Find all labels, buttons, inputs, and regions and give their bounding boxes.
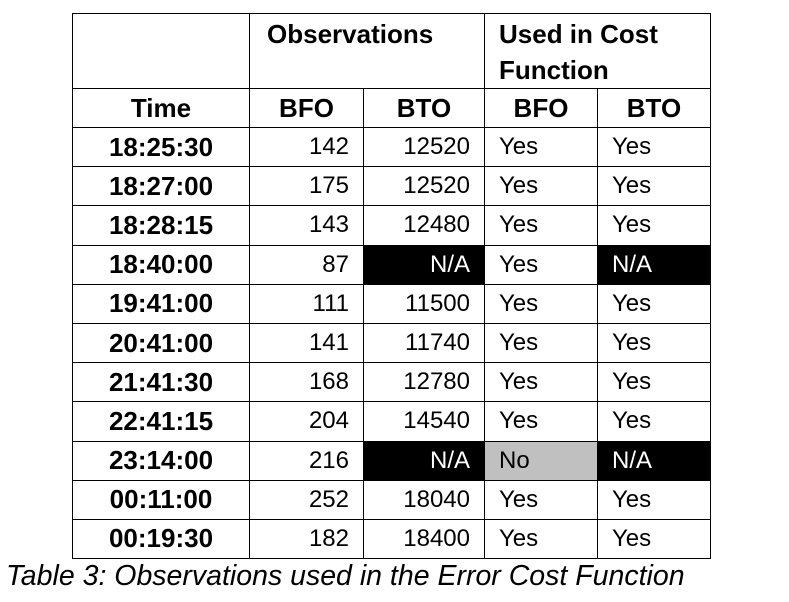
column-header: BFO — [249, 88, 364, 128]
table-cell: N/A — [363, 244, 485, 285]
table-cell: Yes — [597, 479, 711, 520]
group-header: Used in Cost Function — [484, 13, 711, 89]
data-table: Observations Used in Cost Function Time … — [72, 13, 711, 560]
table-row: 00:11:00 252 18040 Yes Yes — [72, 479, 711, 520]
column-header: Time — [72, 88, 250, 128]
table-cell: 182 — [249, 518, 364, 560]
table-cell: 11740 — [363, 322, 485, 364]
table-cell: 11500 — [363, 283, 485, 324]
table-cell: 252 — [249, 479, 364, 520]
table-cell: 141 — [249, 322, 364, 364]
table-row: 18:28:15 143 12480 Yes Yes — [72, 205, 711, 246]
table-cell: Yes — [597, 126, 711, 168]
table-cell: Yes — [597, 166, 711, 207]
table-cell: Yes — [597, 362, 711, 403]
column-header-row: Time BFO BTO BFO BTO — [72, 88, 711, 128]
table-row: 21:41:30 168 12780 Yes Yes — [72, 362, 711, 403]
table-cell: Yes — [484, 205, 598, 246]
table-body: 18:25:30 142 12520 Yes Yes 18:27:00 175 12520 Ye… — [72, 126, 711, 560]
table-row: 18:40:00 87 N/A Yes N/A — [72, 244, 711, 285]
table-cell: 216 — [249, 440, 364, 481]
table-cell: No — [484, 440, 598, 481]
caption: Table 3: Observations used in the Error … — [6, 560, 685, 592]
table-row: 20:41:00 141 11740 Yes Yes — [72, 322, 711, 364]
table-cell: 21:41:30 — [72, 362, 250, 403]
table-cell: 175 — [249, 166, 364, 207]
table-cell: 23:14:00 — [72, 440, 250, 481]
table-cell: 18:25:30 — [72, 126, 250, 168]
table-cell: N/A — [597, 244, 711, 285]
table-cell: 111 — [249, 283, 364, 324]
table-cell: 14540 — [363, 401, 485, 442]
table-cell: 143 — [249, 205, 364, 246]
table-cell: N/A — [597, 440, 711, 481]
table-cell: 18040 — [363, 479, 485, 520]
group-header: Observations — [249, 13, 485, 89]
table-cell: N/A — [363, 440, 485, 481]
table-cell: 142 — [249, 126, 364, 168]
table-cell: Yes — [484, 126, 598, 168]
table-cell: 168 — [249, 362, 364, 403]
table-cell: 18:28:15 — [72, 205, 250, 246]
table-row: 18:27:00 175 12520 Yes Yes — [72, 166, 711, 207]
table-cell: Yes — [597, 518, 711, 560]
blank-cell — [72, 13, 250, 89]
table-cell: 12780 — [363, 362, 485, 403]
table-row: 18:25:30 142 12520 Yes Yes — [72, 126, 711, 168]
column-header: BFO — [484, 88, 598, 128]
table-cell: 18:40:00 — [72, 244, 250, 285]
table-cell: Yes — [484, 362, 598, 403]
table-cell: Yes — [484, 518, 598, 560]
table-cell: 20:41:00 — [72, 322, 250, 364]
table-cell: 18:27:00 — [72, 166, 250, 207]
table-cell: 12520 — [363, 126, 485, 168]
table-cell: 87 — [249, 244, 364, 285]
table-row: 19:41:00 111 11500 Yes Yes — [72, 283, 711, 324]
header-row: Observations Used in Cost Function — [72, 13, 711, 89]
table-cell: Yes — [597, 322, 711, 364]
column-header: BTO — [363, 88, 485, 128]
table-cell: 19:41:00 — [72, 283, 250, 324]
table-cell: 12520 — [363, 166, 485, 207]
table-cell: 18400 — [363, 518, 485, 560]
table-cell: Yes — [597, 401, 711, 442]
table-cell: Yes — [484, 244, 598, 285]
table-cell: Yes — [597, 283, 711, 324]
table-cell: Yes — [484, 479, 598, 520]
table-cell: Yes — [484, 283, 598, 324]
table-cell: 22:41:15 — [72, 401, 250, 442]
table-cell: Yes — [484, 166, 598, 207]
table-cell: 00:19:30 — [72, 518, 250, 560]
table-cell: Yes — [597, 205, 711, 246]
table-cell: Yes — [484, 401, 598, 442]
table-cell: 204 — [249, 401, 364, 442]
table-cell: 00:11:00 — [72, 479, 250, 520]
table-cell: 12480 — [363, 205, 485, 246]
table-row: 22:41:15 204 14540 Yes Yes — [72, 401, 711, 442]
table-cell: Yes — [484, 322, 598, 364]
column-header: BTO — [597, 88, 711, 128]
table-row: 00:19:30 182 18400 Yes Yes — [72, 518, 711, 560]
table-row: 23:14:00 216 N/A No N/A — [72, 440, 711, 481]
